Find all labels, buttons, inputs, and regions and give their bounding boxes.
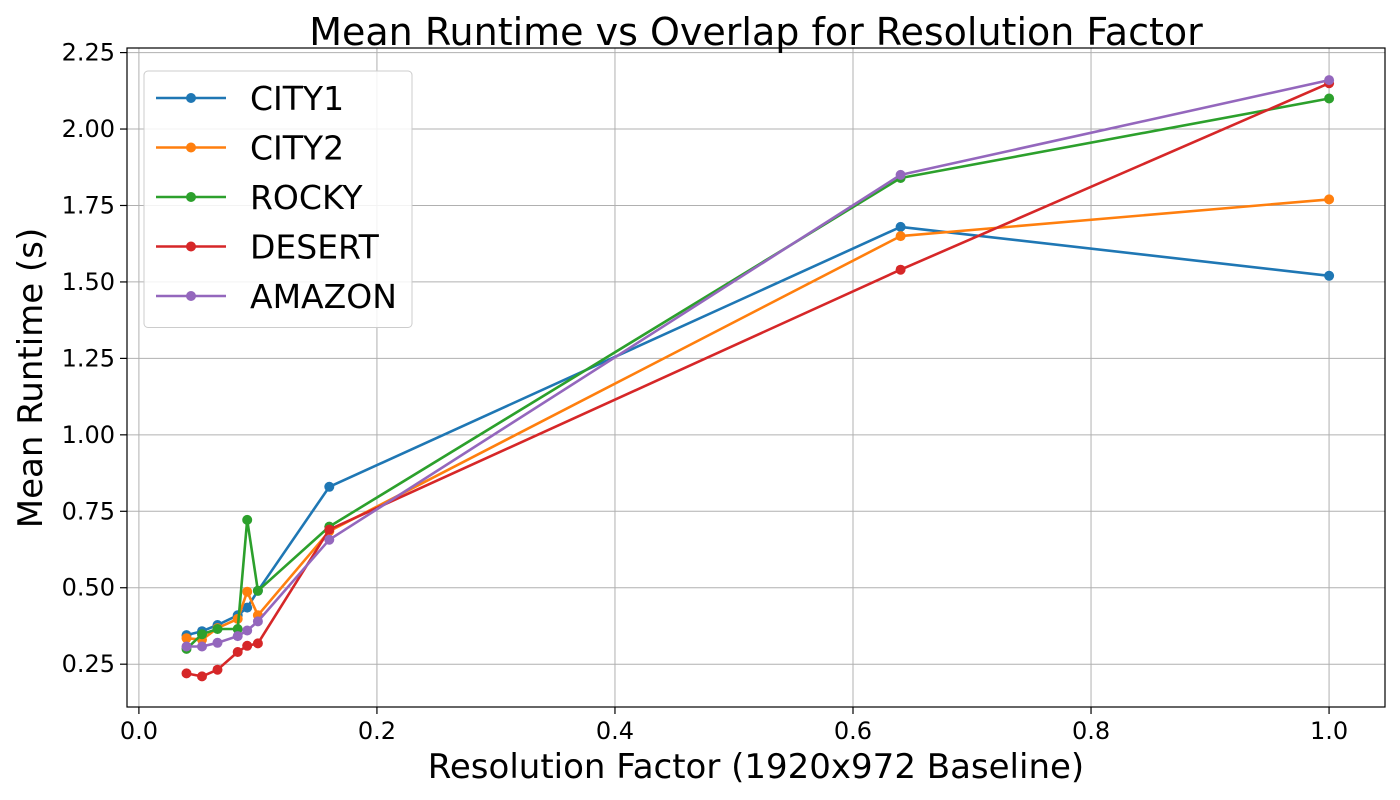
x-tick-label: 1.0 bbox=[1310, 717, 1348, 745]
data-point-rocky bbox=[252, 585, 263, 596]
x-tick-label: 0.2 bbox=[358, 717, 396, 745]
legend-label-city1: CITY1 bbox=[250, 79, 344, 118]
y-tick-label: 1.00 bbox=[62, 421, 115, 449]
legend-entry-amazon: AMAZON bbox=[156, 277, 397, 316]
legend-marker-desert bbox=[186, 241, 196, 252]
data-point-desert bbox=[181, 668, 192, 679]
y-tick-label: 1.25 bbox=[62, 344, 115, 372]
data-point-desert bbox=[242, 640, 253, 651]
data-point-rocky bbox=[1324, 93, 1335, 104]
legend: CITY1 CITY2 ROCKY DESERT AMAZON bbox=[143, 70, 413, 328]
legend-entry-city2: CITY2 bbox=[156, 129, 344, 168]
data-point-desert bbox=[324, 524, 335, 535]
legend-entry-city1: CITY1 bbox=[156, 79, 344, 118]
x-axis-label: Resolution Factor (1920x972 Baseline) bbox=[428, 747, 1084, 787]
legend-marker-rocky bbox=[186, 192, 196, 202]
data-point-amazon bbox=[1324, 75, 1335, 86]
data-point-amazon bbox=[232, 631, 243, 642]
plot-area-frame bbox=[126, 47, 1386, 708]
series-amazon bbox=[181, 75, 1335, 652]
legend-frame bbox=[143, 70, 413, 328]
y-tick-label: 1.75 bbox=[62, 191, 115, 219]
data-point-amazon bbox=[252, 616, 263, 627]
y-tick-label: 0.50 bbox=[62, 574, 115, 602]
legend-label-rocky: ROCKY bbox=[250, 178, 363, 217]
legend-marker-city1 bbox=[186, 93, 196, 103]
data-point-desert bbox=[212, 664, 223, 675]
data-point-city1 bbox=[242, 602, 253, 613]
data-point-rocky bbox=[242, 514, 253, 525]
data-point-desert bbox=[232, 647, 243, 657]
x-tick-label: 0.6 bbox=[834, 717, 872, 745]
x-tick-label: 0.0 bbox=[120, 717, 158, 745]
data-point-amazon bbox=[242, 625, 253, 636]
data-point-city2 bbox=[1324, 194, 1335, 205]
y-tick-label: 2.00 bbox=[62, 115, 115, 143]
data-point-amazon bbox=[212, 637, 223, 648]
data-point-rocky bbox=[197, 629, 207, 640]
data-point-city2 bbox=[181, 633, 192, 644]
y-tick-label: 0.75 bbox=[62, 497, 115, 525]
legend-label-city2: CITY2 bbox=[250, 129, 344, 168]
data-point-amazon bbox=[197, 641, 207, 652]
legend-entry-rocky: ROCKY bbox=[156, 178, 363, 217]
legend-entry-desert: DESERT bbox=[156, 228, 380, 267]
y-axis-label: Mean Runtime (s) bbox=[11, 228, 51, 529]
data-point-city2 bbox=[895, 231, 906, 242]
data-point-city1 bbox=[1324, 270, 1335, 281]
legend-marker-city2 bbox=[186, 142, 196, 153]
data-point-desert bbox=[197, 671, 207, 682]
data-point-amazon bbox=[181, 641, 192, 652]
data-point-rocky bbox=[212, 624, 223, 634]
data-point-city2 bbox=[242, 586, 253, 597]
series-city2 bbox=[181, 194, 1335, 645]
x-tick-label: 0.8 bbox=[1072, 717, 1110, 745]
data-point-rocky bbox=[232, 624, 243, 634]
chart-title: Mean Runtime vs Overlap for Resolution F… bbox=[309, 10, 1203, 54]
data-point-city1 bbox=[895, 221, 906, 232]
legend-label-desert: DESERT bbox=[250, 228, 380, 267]
data-point-amazon bbox=[324, 534, 335, 545]
y-tick-label: 2.25 bbox=[62, 39, 115, 67]
data-point-desert bbox=[252, 638, 263, 649]
data-point-desert bbox=[895, 264, 906, 275]
series-lines bbox=[181, 75, 1335, 682]
legend-marker-amazon bbox=[186, 291, 196, 301]
y-tick-label: 0.25 bbox=[62, 650, 115, 678]
data-point-amazon bbox=[895, 169, 906, 180]
data-point-city1 bbox=[324, 481, 335, 492]
series-desert bbox=[181, 78, 1335, 682]
axis-ticks: 0.0 0.2 0.4 0.6 0.8 1.0 0.25 0.50 0.75 1.00 1.25 1.… bbox=[62, 39, 1349, 745]
legend-label-amazon: AMAZON bbox=[250, 277, 397, 316]
x-tick-label: 0.4 bbox=[596, 717, 634, 745]
y-tick-label: 1.50 bbox=[62, 268, 115, 296]
